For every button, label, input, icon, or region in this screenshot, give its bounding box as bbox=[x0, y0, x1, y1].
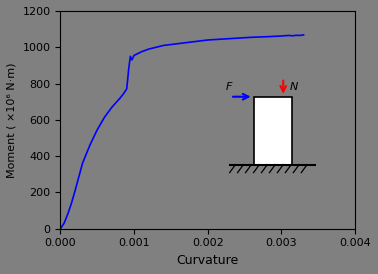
Text: $F$: $F$ bbox=[225, 80, 233, 92]
Text: $N$: $N$ bbox=[288, 80, 299, 92]
Bar bbox=[254, 97, 292, 165]
X-axis label: Curvature: Curvature bbox=[177, 254, 239, 267]
Y-axis label: Moment ( ×10⁶ N·m): Moment ( ×10⁶ N·m) bbox=[7, 62, 17, 178]
